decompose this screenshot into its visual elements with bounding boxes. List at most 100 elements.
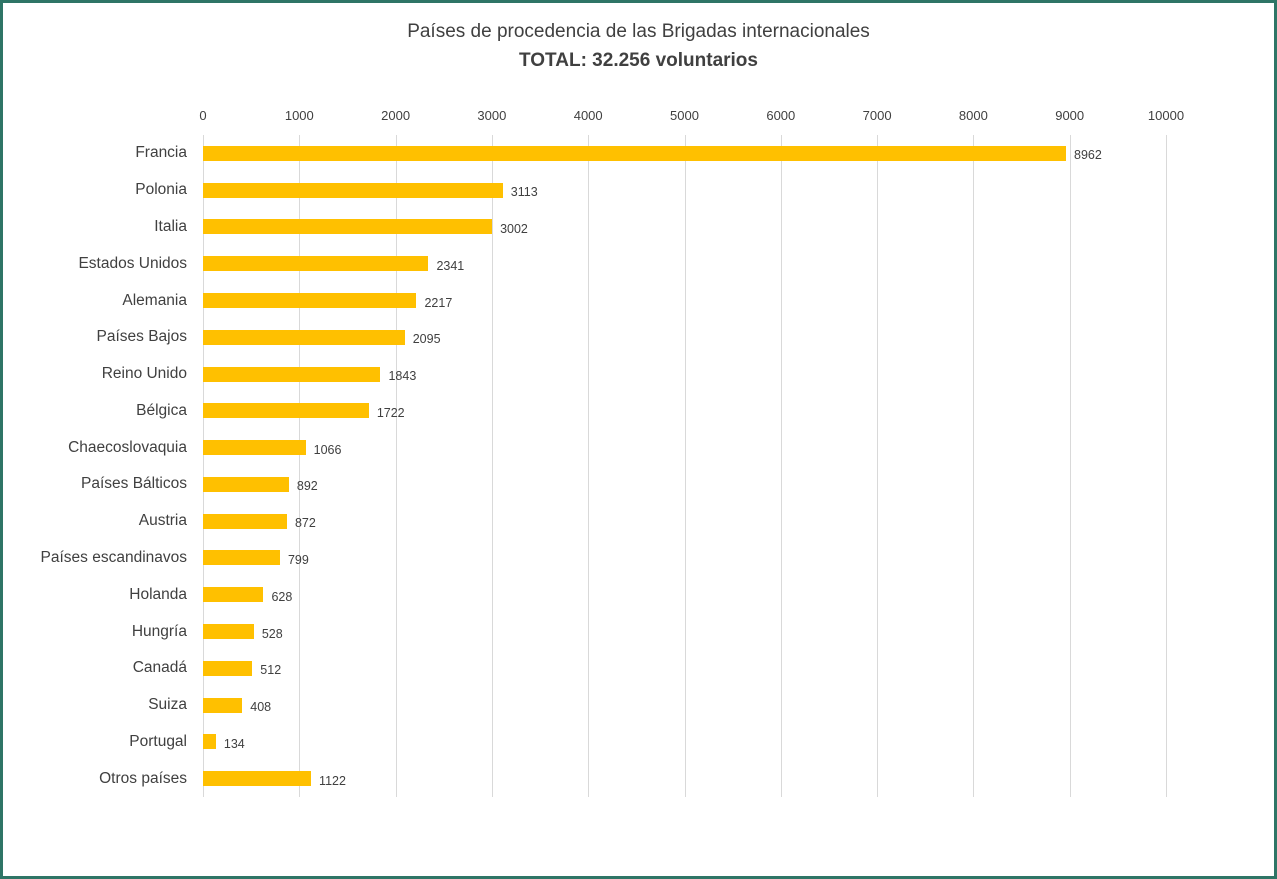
value-label: 134 [223, 736, 245, 751]
bar [203, 660, 253, 676]
bar-row: Alemania 2217 [3, 282, 1274, 319]
bar-track: 1843 [203, 356, 1166, 393]
bar-track: 8962 [203, 135, 1166, 172]
x-axis-tick: 5000 [670, 108, 699, 123]
gridline [203, 135, 204, 797]
bar-track: 3113 [203, 172, 1166, 209]
gridlines [203, 135, 1167, 797]
category-label: Países Bajos [96, 328, 187, 346]
bar-track: 3002 [203, 209, 1166, 246]
bar [203, 145, 1067, 161]
value-label: 1122 [319, 773, 346, 788]
value-label: 1722 [376, 405, 405, 420]
bar-track: 1122 [203, 760, 1166, 797]
category-label: Austria [138, 512, 187, 530]
category-label: Hungría [131, 622, 187, 640]
bar-row: Portugal 134 [3, 724, 1274, 761]
bar-track: 872 [203, 503, 1166, 540]
bar-track: 799 [203, 540, 1166, 577]
bar-row: Francia 8962 [3, 135, 1274, 172]
value-label: 2217 [424, 295, 453, 310]
category-label: Alemania [122, 291, 187, 309]
value-label: 3113 [510, 185, 538, 200]
value-label: 799 [287, 552, 309, 567]
value-label: 1066 [313, 442, 342, 457]
category-label: Estados Unidos [78, 254, 187, 272]
category-label: Otros países [99, 769, 187, 787]
bar [203, 182, 503, 198]
value-label: 408 [250, 700, 272, 715]
bar-row: Canadá 512 [3, 650, 1274, 687]
bar-rows: Francia 8962 Polonia 3113 Italia 3002 Estados … [3, 135, 1274, 797]
bar [203, 329, 405, 345]
category-label: Holanda [129, 585, 187, 603]
bar-row: Austria 872 [3, 503, 1274, 540]
value-label: 2341 [436, 258, 465, 273]
x-axis-tick: 4000 [573, 108, 603, 123]
bar-row: Reino Unido 1843 [3, 356, 1274, 393]
bar [203, 440, 306, 456]
gridline [973, 135, 975, 797]
value-label: 528 [261, 626, 283, 641]
category-label: Canadá [132, 659, 187, 677]
bar [203, 734, 216, 750]
x-axis-tick: 3000 [477, 108, 507, 123]
bar-track: 2341 [203, 245, 1166, 282]
value-label: 1843 [388, 369, 417, 384]
gridline [491, 135, 493, 797]
bar-track: 892 [203, 466, 1166, 503]
bar [203, 403, 369, 419]
bar [203, 513, 287, 529]
bar-track: 1066 [203, 429, 1166, 466]
bar-track: 2217 [203, 282, 1166, 319]
value-label: 2095 [412, 332, 441, 347]
category-label: Francia [135, 144, 187, 162]
category-label: Polonia [135, 181, 187, 199]
category-label: Chaecoslovaquia [68, 438, 187, 456]
bar [203, 476, 289, 492]
x-axis-tick: 0 [199, 108, 207, 123]
bar [203, 366, 381, 382]
gridline [780, 135, 782, 797]
bar-row: Holanda 628 [3, 576, 1274, 613]
bar-track: 408 [203, 687, 1166, 724]
bar-row: Otros países 1122 [3, 760, 1274, 797]
bar-track: 2095 [203, 319, 1166, 356]
gridline [684, 135, 686, 797]
value-label: 892 [296, 479, 318, 494]
gridline [299, 135, 301, 797]
bar [203, 587, 264, 603]
bar-row: Bélgica 1722 [3, 392, 1274, 429]
x-axis-tick: 10000 [1147, 108, 1185, 123]
value-label: 512 [260, 663, 282, 678]
x-axis-tick: 8000 [958, 108, 988, 123]
x-axis: 0 1000 2000 3000 4000 5000 6000 7000 8000 9000 100… [199, 108, 1184, 128]
bar-track: 134 [203, 724, 1166, 761]
bar [203, 219, 493, 235]
bar-row: Países Bálticos 892 [3, 466, 1274, 503]
category-label: Reino Unido [101, 365, 187, 383]
category-label: Bélgica [136, 401, 187, 419]
x-axis-tick: 6000 [766, 108, 796, 123]
chart-subtitle: TOTAL: 32.256 voluntarios [519, 50, 758, 71]
value-label: 3002 [500, 221, 528, 236]
x-axis-tick: 2000 [381, 108, 411, 123]
bar-row: Países escandinavos 799 [3, 540, 1274, 577]
bar [203, 550, 280, 566]
bar-row: Italia 3002 [3, 209, 1274, 246]
bar [203, 697, 243, 713]
gridline [1069, 135, 1071, 797]
bar [203, 771, 312, 787]
gridline [395, 135, 397, 797]
bar-row: Estados Unidos 2341 [3, 245, 1274, 282]
category-label: Portugal [129, 732, 187, 750]
bar-track: 628 [203, 576, 1166, 613]
bar [203, 256, 429, 272]
gridline [588, 135, 590, 797]
bar-row: Suiza 408 [3, 687, 1274, 724]
category-label: Italia [154, 217, 187, 235]
gridline [1166, 135, 1167, 797]
category-label: Países escandinavos [40, 548, 187, 566]
value-label: 628 [271, 589, 293, 604]
